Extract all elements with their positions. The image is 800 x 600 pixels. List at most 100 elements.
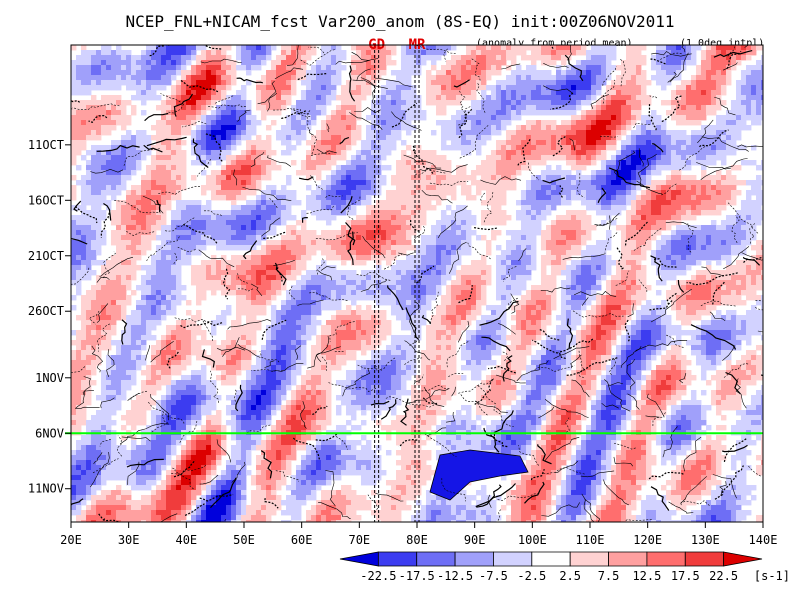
field-cell [221, 265, 227, 271]
field-cell [476, 180, 482, 186]
field-cell [666, 175, 672, 181]
field-cell [446, 255, 452, 261]
field-cell [101, 45, 107, 51]
field-cell [306, 200, 312, 206]
field-cell [206, 135, 212, 141]
field-cell [451, 120, 457, 126]
field-cell [516, 210, 522, 216]
field-cell [616, 110, 622, 116]
field-cell [641, 210, 647, 216]
field-cell [221, 80, 227, 86]
field-cell [661, 200, 667, 206]
field-cell [401, 70, 407, 76]
field-cell [171, 150, 177, 156]
field-cell [371, 190, 377, 196]
field-cell [526, 150, 532, 156]
field-cell [276, 105, 282, 111]
field-cell [496, 125, 502, 131]
field-cell [696, 200, 702, 206]
field-cell [636, 50, 642, 56]
field-cell [701, 200, 707, 206]
field-cell [286, 260, 292, 266]
field-cell [281, 45, 287, 51]
field-cell [136, 230, 142, 236]
field-cell [351, 105, 357, 111]
field-cell [761, 165, 763, 171]
field-cell [441, 125, 447, 131]
field-cell [386, 210, 392, 216]
field-cell [201, 75, 207, 81]
field-cell [196, 205, 202, 211]
field-cell [446, 230, 452, 236]
field-cell [411, 85, 417, 91]
field-cell [401, 185, 407, 191]
field-cell [336, 65, 342, 71]
field-cell [356, 55, 362, 61]
field-cell [146, 215, 152, 221]
field-cell [526, 180, 532, 186]
field-cell [96, 220, 102, 226]
field-cell [391, 120, 397, 126]
field-cell [401, 95, 407, 101]
field-cell [491, 170, 497, 176]
field-cell [246, 45, 252, 51]
field-cell [421, 260, 427, 266]
field-cell [336, 210, 342, 216]
field-cell [556, 250, 562, 256]
field-cell [716, 75, 722, 81]
field-cell [196, 240, 202, 246]
field-cell [216, 130, 222, 136]
field-cell [531, 60, 537, 66]
field-cell [706, 260, 712, 266]
field-cell [536, 105, 542, 111]
field-cell [441, 240, 447, 246]
field-cell [131, 165, 137, 171]
field-cell [146, 225, 152, 231]
field-cell [521, 85, 527, 91]
field-cell [91, 155, 97, 161]
field-cell [86, 225, 92, 231]
field-cell [311, 90, 317, 96]
field-cell [226, 135, 232, 141]
field-cell [166, 145, 172, 151]
field-cell [401, 150, 407, 156]
field-cell [506, 165, 512, 171]
field-cell [226, 55, 232, 61]
field-cell [431, 160, 437, 166]
field-cell [746, 260, 752, 266]
field-cell [736, 250, 742, 256]
field-cell [761, 195, 763, 201]
field-cell [271, 260, 277, 266]
field-cell [586, 185, 592, 191]
field-cell [146, 235, 152, 241]
field-cell [201, 170, 207, 176]
field-cell [216, 235, 222, 241]
field-cell [576, 195, 582, 201]
field-cell [366, 205, 372, 211]
field-cell [716, 120, 722, 126]
field-cell [91, 85, 97, 91]
field-cell [176, 105, 182, 111]
field-cell [581, 215, 587, 221]
field-cell [726, 255, 732, 261]
field-cell [591, 205, 597, 211]
field-cell [341, 195, 347, 201]
field-cell [446, 250, 452, 256]
field-cell [561, 145, 567, 151]
field-cell [186, 210, 192, 216]
field-cell [651, 225, 657, 231]
field-cell [681, 255, 687, 261]
field-cell [216, 195, 222, 201]
field-cell [446, 100, 452, 106]
field-cell [86, 160, 92, 166]
field-cell [566, 230, 572, 236]
field-cell [236, 50, 242, 56]
field-cell [106, 115, 112, 121]
field-cell [226, 110, 232, 116]
field-cell [386, 150, 392, 156]
field-cell [256, 140, 262, 146]
field-cell [721, 230, 727, 236]
field-cell [656, 165, 662, 171]
field-cell [76, 60, 82, 66]
field-cell [726, 245, 732, 251]
